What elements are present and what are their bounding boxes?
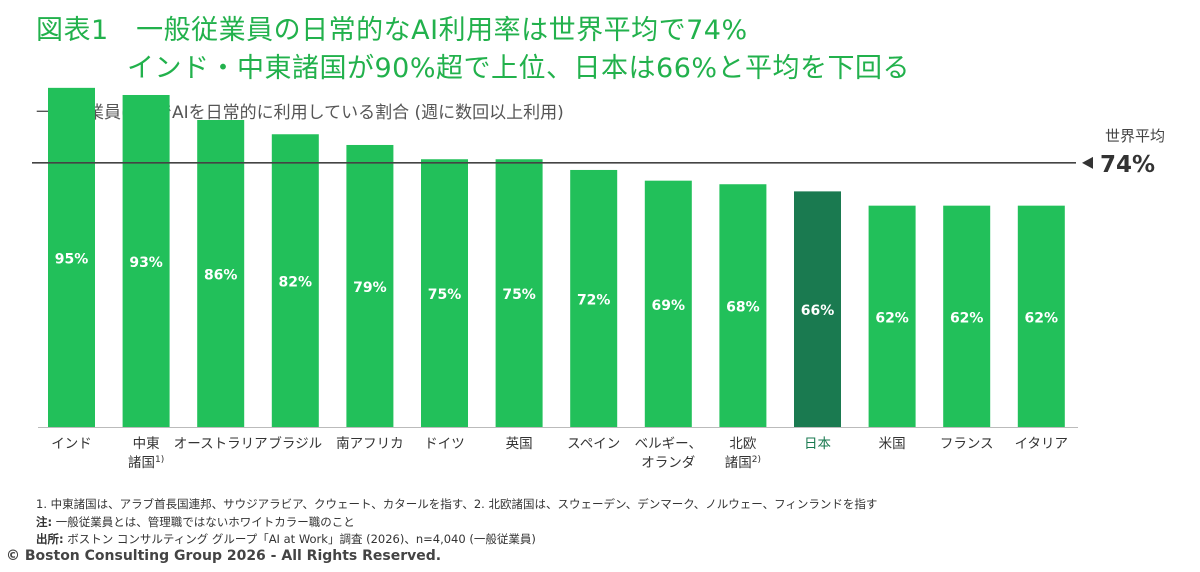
- category-label: 北欧: [729, 436, 757, 452]
- footnote-1: 1. 中東諸国は、アラブ首長国連邦、サウジアラビア、クウェート、カタールを指す、…: [36, 497, 878, 511]
- bar: [719, 184, 767, 427]
- data-label: 75%: [428, 287, 462, 303]
- category-label: オーストラリア: [174, 436, 268, 452]
- source-text: ボストン コンサルティング グループ「AI at Work」調査 (2026)、…: [63, 532, 536, 546]
- data-label: 66%: [801, 303, 835, 319]
- data-label: 79%: [353, 280, 387, 296]
- data-label: 69%: [652, 298, 686, 314]
- category-label: スペイン: [567, 436, 620, 452]
- footnote-source: 出所: ボストン コンサルティング グループ「AI at Work」調査 (20…: [36, 531, 536, 547]
- bar: [1017, 205, 1065, 427]
- note-head: 注:: [36, 515, 53, 529]
- category-label: 諸国2): [725, 455, 761, 471]
- bar: [346, 144, 394, 427]
- data-label: 86%: [204, 267, 238, 283]
- category-label: 日本: [804, 436, 832, 452]
- bar: [197, 119, 245, 427]
- category-label: 英国: [506, 435, 533, 452]
- data-label: 62%: [1025, 310, 1059, 326]
- bar: [122, 94, 170, 428]
- title-line-2: インド・中東諸国が90%超で上位、日本は66%と平均を下回る: [127, 53, 911, 84]
- category-label: 中東: [133, 436, 160, 452]
- bar: [421, 159, 468, 427]
- footnote-note: 注: 一般従業員とは、管理職ではないホワイトカラー職のこと: [36, 514, 355, 530]
- category-label: インド: [51, 436, 92, 452]
- category-label: ドイツ: [424, 436, 465, 452]
- data-label: 95%: [55, 251, 89, 267]
- data-label: 62%: [875, 310, 909, 326]
- bar: [570, 169, 618, 427]
- bar: [794, 191, 841, 427]
- category-label: ベルギー、: [635, 436, 702, 452]
- bar: [48, 87, 95, 427]
- bar: [868, 205, 916, 427]
- footnote-marker: 2): [752, 455, 761, 465]
- world-average-label: 世界平均: [1105, 127, 1165, 145]
- data-label: 93%: [129, 255, 163, 271]
- note-text: 一般従業員とは、管理職ではないホワイトカラー職のこと: [52, 515, 355, 529]
- category-label: イタリア: [1015, 436, 1068, 452]
- category-label: ブラジル: [268, 435, 322, 452]
- category-label: フランス: [940, 436, 994, 452]
- data-label: 82%: [279, 275, 313, 291]
- category-label: オランダ: [641, 455, 695, 471]
- data-label: 68%: [726, 300, 760, 316]
- bar: [644, 180, 692, 427]
- source-head: 出所:: [36, 532, 64, 546]
- category-label: 南アフリカ: [336, 436, 404, 452]
- data-label: 72%: [577, 292, 611, 308]
- bar: [271, 134, 319, 427]
- title-line-1: 図表1 一般従業員の日常的なAI利用率は世界平均で74%: [36, 15, 748, 46]
- footnote-marker: 1): [155, 455, 164, 465]
- data-label: 62%: [950, 310, 984, 326]
- bar: [495, 159, 543, 427]
- copyright: © Boston Consulting Group 2026 - All Rig…: [6, 548, 442, 564]
- category-label: 米国: [879, 436, 906, 452]
- category-label: 諸国1): [128, 455, 164, 471]
- triangle-pointer-icon: [1082, 156, 1093, 169]
- data-label: 75%: [502, 287, 536, 303]
- world-average-value: 74%: [1100, 152, 1155, 178]
- bar: [943, 205, 991, 427]
